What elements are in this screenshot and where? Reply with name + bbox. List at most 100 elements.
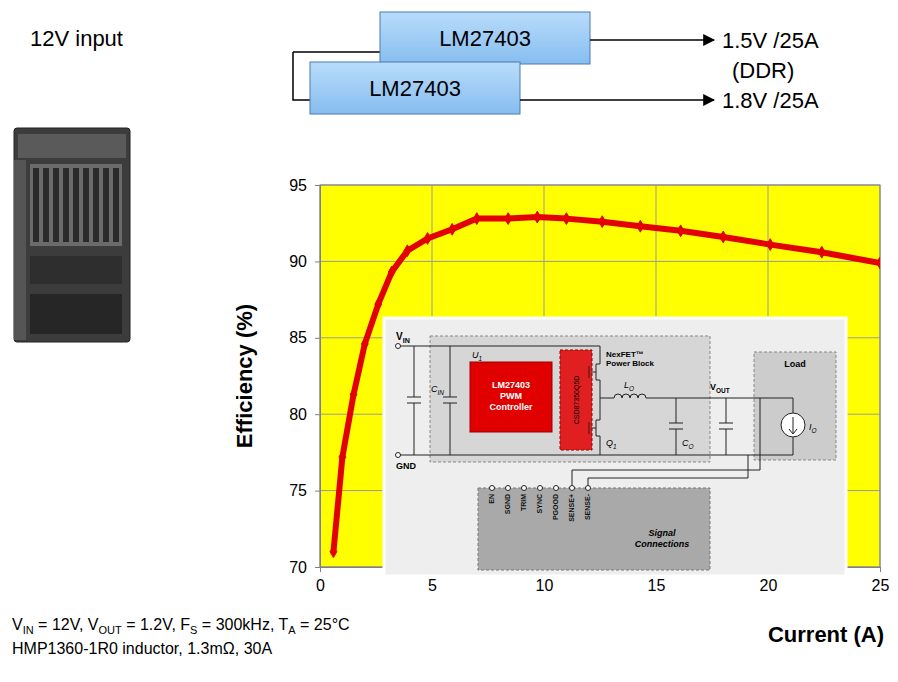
terminal (396, 344, 401, 349)
tick-label: 90 (289, 253, 307, 270)
tick: 90 (289, 253, 320, 270)
caption-text: = 25°C (296, 616, 350, 633)
converter-label: LM27403 (439, 26, 531, 51)
sense-minus-wire (588, 455, 748, 485)
server-slot (43, 168, 49, 242)
caption-sub: IN (23, 624, 34, 636)
pin-label: EN (488, 494, 495, 504)
canvas: 12V inputLM27403LM274031.5V /25A(DDR)1.8… (0, 0, 898, 682)
cin-capacitor (443, 346, 457, 455)
caption-sub: OUT (98, 624, 122, 636)
switch-node (600, 398, 614, 399)
data-point (599, 216, 606, 228)
label-main: Q (606, 438, 613, 448)
signal-pin (570, 486, 575, 491)
caption-text: V (12, 616, 23, 633)
inductor (614, 394, 646, 398)
server-side (14, 160, 26, 340)
signal-box (478, 488, 710, 570)
signal-pin (538, 486, 543, 491)
output-label: 1.8V /25A (722, 88, 819, 113)
output-label: 1.5V /25A (722, 28, 819, 53)
tick-label: 10 (536, 577, 554, 594)
caption-text: = 1.2V, F (122, 616, 191, 633)
tick-label: 25 (872, 577, 890, 594)
tick-mark (315, 338, 320, 339)
load-wire (793, 437, 794, 455)
power-block-label: Power Block (606, 359, 655, 368)
inductor-label: LO (624, 380, 634, 392)
vout-wire (646, 398, 793, 413)
power-block-label: NexFET™ (606, 350, 644, 359)
data-point (534, 211, 541, 223)
sense-plus-wire (572, 398, 760, 485)
tick-label: 20 (760, 577, 778, 594)
label-sub: O (812, 427, 817, 434)
vout-label: VOUT (710, 382, 730, 394)
data-point (677, 225, 684, 237)
power-block-part: CSD87350Q5D (573, 376, 581, 425)
pin-label: SGND (504, 494, 511, 514)
grid-line-y (320, 261, 880, 262)
caption: VIN = 12V, VOUT = 1.2V, FS = 300kHz, TA … (12, 616, 350, 657)
tick: 0 (316, 567, 325, 594)
server-slot (33, 168, 39, 242)
plot-marks (330, 211, 880, 557)
tick: 95 (289, 177, 320, 194)
controller-box (470, 362, 552, 432)
page: 12V inputLM27403LM274031.5V /25A(DDR)1.8… (0, 0, 898, 682)
server-slot (73, 168, 79, 242)
tick-mark (315, 414, 320, 415)
server-psu (30, 294, 122, 334)
fet (589, 364, 600, 380)
caption-text: = 300kHz, T (197, 616, 288, 633)
half-bridge (600, 346, 601, 455)
label-sub: OUT (716, 387, 730, 394)
output-arrow (520, 99, 714, 101)
converter-box (380, 12, 590, 64)
u1-label: U1 (472, 350, 483, 362)
data-point (330, 546, 337, 558)
server-slot (113, 168, 119, 242)
server-slot (63, 168, 69, 242)
fet (589, 420, 600, 436)
y-axis-title: Efficiency (%) (232, 304, 257, 448)
data-point (404, 245, 411, 257)
gnd-rail (398, 455, 793, 456)
server-slot (83, 168, 89, 242)
block-diagram: 12V inputLM27403LM274031.5V /25A(DDR)1.8… (30, 12, 819, 114)
load-label: Load (784, 359, 806, 369)
cin-label: CIN (431, 384, 444, 396)
label-sub: 1 (613, 443, 617, 450)
chart: 0510152025707580859095Current (A)Efficie… (232, 177, 890, 647)
data-point (563, 213, 570, 225)
module-box (430, 336, 710, 462)
signal-pin (522, 486, 527, 491)
server-slot (103, 168, 109, 242)
tick-mark (315, 261, 320, 262)
controller-label: Controller (489, 402, 532, 412)
data-point (637, 220, 644, 232)
controller-label: LM27403 (492, 380, 530, 390)
server-body (14, 128, 130, 342)
tick-mark (315, 567, 320, 568)
q1-label: Q1 (606, 438, 617, 450)
tick-label: 5 (428, 577, 437, 594)
label-sub: O (629, 385, 634, 392)
label-sub: O (689, 443, 694, 450)
output-label: (DDR) (732, 58, 794, 83)
signal-pin (506, 486, 511, 491)
tick-mark (315, 491, 320, 492)
signal-pin (554, 486, 559, 491)
tick: 75 (289, 482, 320, 499)
tick-label: 95 (289, 177, 307, 194)
data-point (877, 257, 880, 269)
caption-text: HMP1360-1R0 inductor, 1.3mΩ, 30A (12, 640, 272, 657)
tick-label: 0 (316, 577, 325, 594)
data-point (339, 451, 346, 463)
data-point (375, 298, 382, 310)
tick-label: 80 (289, 406, 307, 423)
tick: 70 (289, 559, 320, 576)
tick-mark (315, 185, 320, 186)
converter-label: LM27403 (369, 76, 461, 101)
